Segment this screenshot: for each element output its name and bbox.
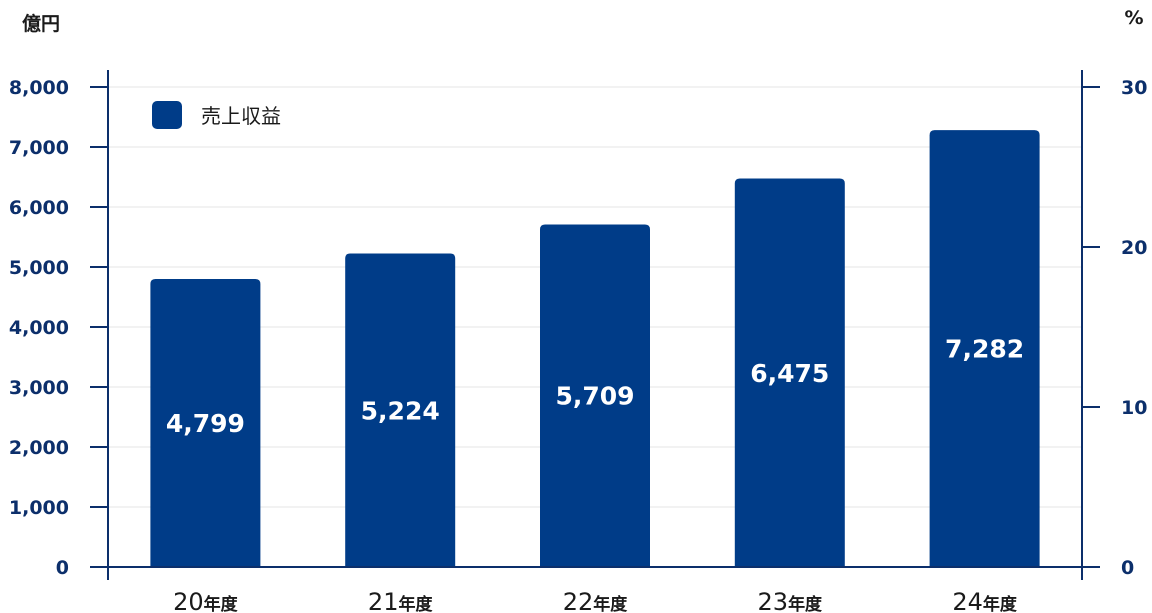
left-tick-label: 0 xyxy=(56,557,69,579)
category-suffix: 年度 xyxy=(398,594,433,613)
right-tick-label: 30 xyxy=(1121,77,1147,99)
bar-21 xyxy=(345,253,456,567)
right-tick-label: 20 xyxy=(1121,237,1147,259)
category-label: 20年度 xyxy=(173,588,239,613)
category-year: 24 xyxy=(952,588,983,613)
category-year: 22 xyxy=(563,588,594,613)
legend-label: 売上収益 xyxy=(201,104,281,128)
axis-ticks: 0 1,000 2,000 3,000 4,000 5,000 6,000 7,000 8,00… xyxy=(9,77,1148,579)
category-year: 21 xyxy=(368,588,399,613)
bars xyxy=(150,130,1040,567)
bar-22 xyxy=(540,224,650,567)
left-tick-label: 6,000 xyxy=(9,197,69,219)
category-label: 21年度 xyxy=(368,588,434,613)
bar-value-label: 6,475 xyxy=(750,359,829,388)
bar-value-label: 5,224 xyxy=(361,396,440,425)
left-tick-label: 5,000 xyxy=(9,257,69,279)
category-label: 23年度 xyxy=(758,588,824,613)
bar-24 xyxy=(929,130,1040,567)
category-labels: 20年度 21年度 22年度 23年度 24年度 xyxy=(173,588,1018,613)
left-tick-label: 2,000 xyxy=(9,437,69,459)
bar-value-label: 4,799 xyxy=(166,409,245,438)
legend: 売上収益 xyxy=(152,101,281,129)
category-suffix: 年度 xyxy=(204,594,239,613)
right-tick-label: 10 xyxy=(1121,397,1147,419)
category-year: 20 xyxy=(173,588,204,613)
bar-value-label: 7,282 xyxy=(945,335,1024,364)
left-tick-label: 3,000 xyxy=(9,377,69,399)
left-tick-label: 8,000 xyxy=(9,77,69,99)
category-label: 22年度 xyxy=(563,588,629,613)
right-axis-unit: % xyxy=(1124,7,1143,29)
bar-23 xyxy=(734,178,845,567)
left-tick-label: 7,000 xyxy=(9,137,69,159)
category-suffix: 年度 xyxy=(593,594,628,613)
left-axis-unit: 億円 xyxy=(22,12,60,35)
bar-20 xyxy=(150,279,261,567)
right-tick-label: 0 xyxy=(1121,557,1134,579)
left-tick-label: 1,000 xyxy=(9,497,69,519)
left-tick-label: 4,000 xyxy=(9,317,69,339)
bar-value-label: 5,709 xyxy=(555,382,634,411)
axes xyxy=(90,70,1100,580)
category-label: 24年度 xyxy=(952,588,1018,613)
category-suffix: 年度 xyxy=(788,594,823,613)
legend-swatch xyxy=(152,101,182,129)
category-year: 23 xyxy=(758,588,789,613)
value-labels: 4,799 5,224 5,709 6,475 7,282 xyxy=(166,335,1024,438)
category-suffix: 年度 xyxy=(983,594,1018,613)
